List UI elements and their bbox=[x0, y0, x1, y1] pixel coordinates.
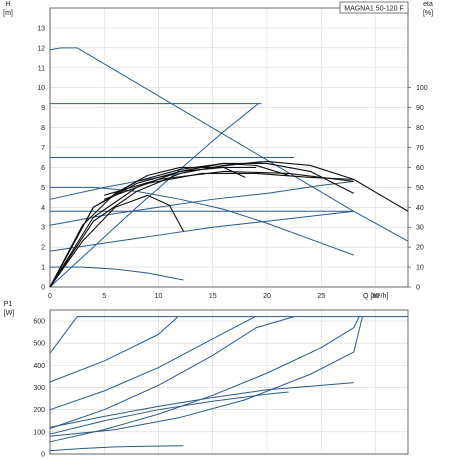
y-tick-label: 6 bbox=[41, 165, 45, 172]
y-tick-label: 9 bbox=[41, 105, 45, 112]
y-tick-label: 11 bbox=[38, 65, 45, 72]
head-efficiency-plot: 0 5 10 15 20 25 300123456789101112130102030405… bbox=[3, 1, 433, 300]
x-axis-unit: [m³/h] bbox=[368, 293, 388, 300]
power-plot: 0 100 200 300 400 500 600 P1 [W] bbox=[4, 301, 409, 459]
y-tick-label: 12 bbox=[37, 45, 45, 52]
power-curve-3 bbox=[49, 316, 295, 429]
power-curve-4 bbox=[49, 316, 360, 443]
y-tick-label: 200 bbox=[33, 407, 45, 414]
chart-title: MAGNA1 50-120 F bbox=[344, 6, 404, 13]
y-tick-label: 10 bbox=[37, 85, 45, 92]
y2-tick-label: 100 bbox=[416, 85, 428, 92]
plot-frame bbox=[49, 7, 409, 288]
y-axis-label: H bbox=[5, 1, 10, 8]
power-curve-8 bbox=[49, 445, 184, 452]
y-tick-label: 3 bbox=[41, 225, 45, 232]
eta-curve-10 bbox=[49, 194, 184, 288]
y-tick-label: 300 bbox=[33, 385, 45, 392]
power-curve-5 bbox=[49, 316, 363, 437]
y2-tick-label: 90 bbox=[416, 105, 424, 112]
eta-curve-16 bbox=[104, 172, 354, 200]
power-curve-6 bbox=[49, 382, 354, 428]
y2-tick-label: 10 bbox=[416, 265, 424, 272]
y-tick-label: 500 bbox=[33, 341, 45, 348]
eta-curve-12 bbox=[49, 162, 355, 288]
eta-curve-13 bbox=[49, 162, 289, 288]
head-curve-9 bbox=[49, 180, 354, 226]
y2-tick-label: 30 bbox=[416, 225, 424, 232]
power-curve-7 bbox=[49, 391, 289, 435]
y2-tick-label: 80 bbox=[416, 125, 424, 132]
power-curve-1 bbox=[49, 316, 179, 383]
y2-tick-label: 0 bbox=[416, 285, 420, 292]
y2-tick-label: 40 bbox=[416, 205, 424, 212]
y2-tick-label: 60 bbox=[416, 165, 424, 172]
y-tick-label: 8 bbox=[41, 125, 45, 132]
eta-curve-11 bbox=[49, 160, 409, 288]
x-tick-label: 15 bbox=[209, 293, 217, 300]
y-tick-label: 5 bbox=[41, 185, 45, 192]
y-tick-label: 0 bbox=[41, 285, 45, 292]
y2-tick-label: 50 bbox=[416, 185, 424, 192]
y-tick-label: 2 bbox=[41, 245, 45, 252]
y-axis-label: P1 bbox=[4, 301, 13, 308]
y-axis-unit: [W] bbox=[4, 310, 15, 317]
x-axis-letter: Q bbox=[363, 293, 369, 300]
x-axis-label: Q [m³/h] bbox=[363, 293, 388, 300]
head-curve-0 bbox=[49, 47, 409, 242]
x-tick-label: 30 bbox=[372, 293, 380, 300]
x-tick-label: 10 bbox=[155, 293, 163, 300]
y2-axis-unit: [%] bbox=[423, 10, 433, 17]
x-tick-label: 20 bbox=[263, 293, 271, 300]
y-axis-unit: [m] bbox=[3, 10, 13, 17]
y-tick-label: 400 bbox=[33, 363, 45, 370]
y-tick-label: 1 bbox=[41, 265, 45, 272]
y2-tick-label: 20 bbox=[416, 245, 424, 252]
head-curve-6 bbox=[49, 103, 259, 288]
eta-curve-17 bbox=[104, 170, 354, 196]
y-tick-label: 13 bbox=[37, 25, 45, 32]
y2-axis-label: eta bbox=[423, 1, 433, 8]
chart-title-box bbox=[339, 1, 409, 14]
head-curve-7 bbox=[49, 210, 354, 252]
y2-tick-label: 70 bbox=[416, 145, 424, 152]
y-tick-label: 0 bbox=[41, 452, 45, 459]
y-tick-label: 600 bbox=[33, 319, 45, 326]
power-curve-0 bbox=[49, 316, 408, 354]
x-tick-label: 5 bbox=[102, 293, 106, 300]
y-tick-label: 100 bbox=[33, 429, 45, 436]
plot-frame bbox=[49, 309, 409, 455]
eta-curve-15 bbox=[49, 166, 246, 288]
x-tick-label: 25 bbox=[317, 293, 325, 300]
x-tick-label: 0 bbox=[48, 293, 52, 300]
eta-curve-14 bbox=[49, 166, 257, 288]
y-tick-label: 4 bbox=[41, 205, 45, 212]
y-tick-label: 7 bbox=[41, 145, 45, 152]
power-curve-2 bbox=[49, 316, 256, 411]
